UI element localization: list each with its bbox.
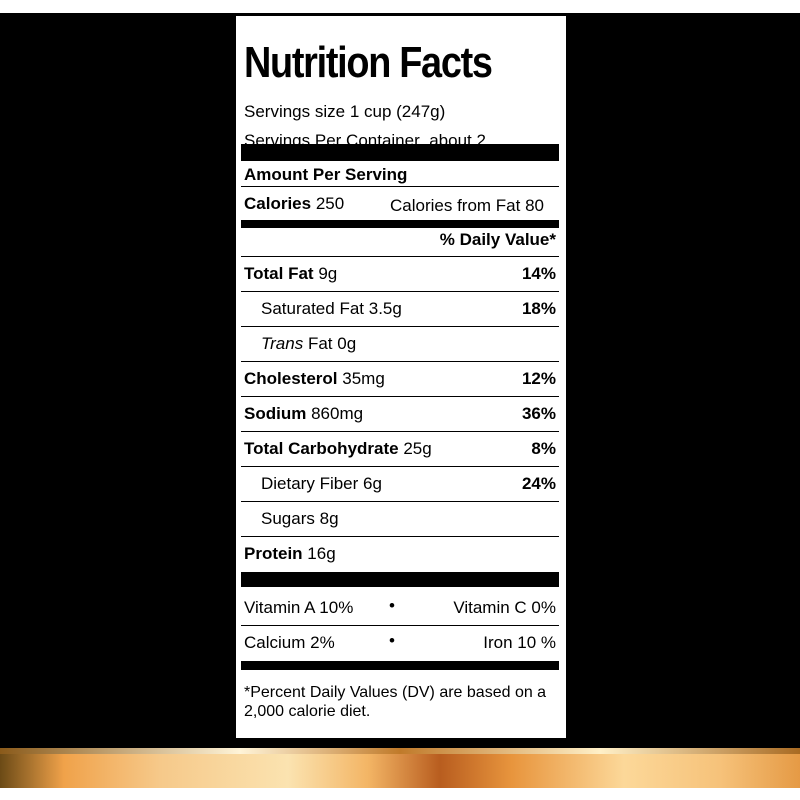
thick-divider bbox=[241, 144, 559, 161]
nutrient-name: Dietary Fiber bbox=[261, 474, 359, 493]
nutrient-row-total-carbohydrate: Total Carbohydrate 25g 8% bbox=[241, 431, 559, 466]
divider bbox=[241, 466, 559, 467]
nutrient-amount: 35mg bbox=[342, 369, 385, 388]
nutrient-amount: 25g bbox=[403, 439, 432, 458]
nutrient-row-cholesterol: Cholesterol 35mg 12% bbox=[241, 361, 559, 396]
nutrient-row-saturated-fat: Saturated Fat 3.5g 18% bbox=[241, 291, 559, 326]
vitamin-row: Calcium 2% • Iron 10 % bbox=[241, 625, 559, 660]
nutrient-row-trans-fat: Trans Fat 0g bbox=[241, 326, 559, 361]
divider bbox=[241, 625, 559, 626]
nutrient-amount: 0g bbox=[337, 334, 357, 353]
label-title: Nutrition Facts bbox=[244, 38, 493, 87]
vitamin-right: Iron 10 % bbox=[483, 633, 556, 652]
nutrient-row-total-fat: Total Fat 9g 14% bbox=[241, 256, 559, 291]
nutrient-dv: 18% bbox=[521, 299, 556, 318]
medium-divider bbox=[241, 220, 559, 228]
nutrient-row-protein: Protein 16g bbox=[241, 536, 559, 571]
footnote: *Percent Daily Values (DV) are based on … bbox=[244, 684, 547, 720]
nutrient-name: Total Fat bbox=[244, 264, 314, 283]
divider bbox=[241, 256, 559, 257]
nutrient-dv: 36% bbox=[521, 404, 556, 423]
divider bbox=[241, 326, 559, 327]
nutrient-name: Trans bbox=[261, 334, 304, 353]
medium-divider bbox=[241, 661, 559, 670]
divider bbox=[241, 501, 559, 502]
top-strip bbox=[0, 0, 800, 13]
nutrient-name: Sodium bbox=[244, 404, 307, 423]
divider bbox=[241, 361, 559, 362]
daily-value-header: % Daily Value* bbox=[439, 230, 556, 249]
divider bbox=[241, 536, 559, 537]
calories-from-fat: Calories from Fat 80 bbox=[390, 196, 544, 215]
nutrition-label: Nutrition Facts Servings size 1 cup (247… bbox=[236, 16, 566, 738]
nutrient-name: Protein bbox=[244, 544, 303, 563]
bullet: • bbox=[389, 596, 395, 615]
nutrient-dv: 14% bbox=[521, 264, 556, 283]
vitamin-left: Calcium 2% bbox=[244, 633, 335, 652]
nutrient-name-suffix: Fat bbox=[307, 334, 333, 353]
calories-value: 250 bbox=[315, 194, 345, 213]
nutrient-name: Sugars bbox=[261, 509, 315, 528]
thick-divider bbox=[241, 572, 559, 587]
divider bbox=[241, 431, 559, 432]
bottom-strip bbox=[0, 788, 800, 800]
nutrient-amount: 3.5g bbox=[368, 299, 402, 318]
nutrient-name: Saturated Fat bbox=[261, 299, 365, 318]
calories-label: Calories bbox=[244, 194, 312, 213]
nutrient-amount: 8g bbox=[319, 509, 339, 528]
vitamin-right: Vitamin C 0% bbox=[453, 598, 556, 617]
nutrient-amount: 6g bbox=[363, 474, 382, 493]
bullet: • bbox=[389, 631, 395, 650]
calories-row: Calories 250 bbox=[244, 194, 344, 214]
serving-size: Servings size 1 cup (247g) bbox=[244, 102, 446, 121]
nutrient-amount: 9g bbox=[318, 264, 338, 283]
vitamin-row: Vitamin A 10% • Vitamin C 0% bbox=[241, 590, 559, 625]
gold-band bbox=[0, 748, 800, 788]
amount-per-serving: Amount Per Serving bbox=[244, 165, 408, 184]
nutrient-dv: 24% bbox=[521, 474, 556, 493]
nutrient-amount: 860mg bbox=[311, 404, 364, 423]
vitamin-left: Vitamin A 10% bbox=[244, 598, 354, 617]
divider bbox=[241, 186, 559, 187]
nutrient-row-sodium: Sodium 860mg 36% bbox=[241, 396, 559, 431]
nutrient-dv: 12% bbox=[521, 369, 556, 388]
divider bbox=[241, 396, 559, 397]
nutrient-amount: 16g bbox=[307, 544, 336, 563]
nutrient-dv: 8% bbox=[531, 439, 556, 458]
nutrient-name: Cholesterol bbox=[244, 369, 338, 388]
nutrient-row-sugars: Sugars 8g bbox=[241, 501, 559, 536]
nutrient-row-dietary-fiber: Dietary Fiber 6g 24% bbox=[241, 466, 559, 501]
divider bbox=[241, 291, 559, 292]
nutrient-name: Total Carbohydrate bbox=[244, 439, 399, 458]
